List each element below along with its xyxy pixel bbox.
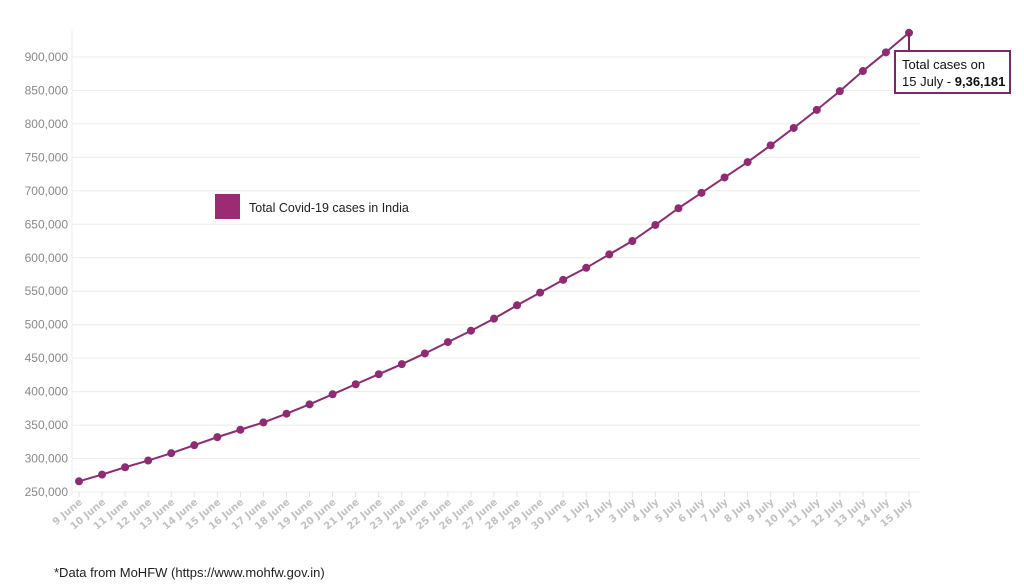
data-point[interactable] — [259, 418, 268, 427]
data-point[interactable] — [858, 67, 867, 76]
legend-label: Total Covid-19 cases in India — [249, 201, 409, 215]
data-point[interactable] — [697, 188, 706, 197]
gridlines — [71, 30, 920, 495]
y-tick-label: 750,000 — [25, 150, 69, 164]
y-tick-label: 500,000 — [25, 318, 69, 332]
data-point[interactable] — [420, 349, 429, 358]
data-point[interactable] — [835, 87, 844, 96]
data-point[interactable] — [190, 441, 199, 450]
data-point[interactable] — [466, 326, 475, 335]
callout-line-2: 15 July - 9,36,181 — [902, 73, 1009, 90]
total-cases-callout: Total cases on 15 July - 9,36,181 — [894, 50, 1011, 94]
series-line — [78, 32, 910, 483]
data-point[interactable] — [789, 123, 798, 132]
data-point[interactable] — [766, 141, 775, 150]
data-point[interactable] — [305, 400, 314, 409]
callout-prefix: 15 July - — [902, 74, 955, 89]
data-point[interactable] — [374, 370, 383, 379]
data-point[interactable] — [628, 237, 637, 246]
y-tick-label: 800,000 — [25, 117, 69, 131]
y-tick-label: 300,000 — [25, 452, 69, 466]
data-point[interactable] — [397, 360, 406, 369]
data-point[interactable] — [559, 275, 568, 284]
y-tick-label: 450,000 — [25, 351, 69, 365]
data-point[interactable] — [98, 470, 107, 479]
y-tick-label: 850,000 — [25, 83, 69, 97]
data-point[interactable] — [743, 158, 752, 167]
series-total-cases — [75, 28, 913, 486]
y-tick-label: 400,000 — [25, 385, 69, 399]
data-point[interactable] — [490, 314, 498, 323]
data-point[interactable] — [720, 173, 729, 182]
data-point[interactable] — [121, 463, 130, 472]
y-tick-label: 650,000 — [25, 217, 69, 231]
y-tick-label: 700,000 — [25, 184, 69, 198]
y-axis: 250,000 300,000 350,000 400,000 450,000 500,0… — [25, 50, 69, 499]
callout-value: 9,36,181 — [954, 74, 1006, 89]
data-point[interactable] — [605, 250, 614, 259]
legend[interactable]: Total Covid-19 cases in India — [215, 194, 409, 219]
data-point[interactable] — [351, 380, 360, 389]
data-point[interactable] — [812, 105, 821, 114]
callout-line-1: Total cases on — [902, 57, 986, 72]
data-point[interactable] — [513, 301, 522, 310]
y-tick-label: 900,000 — [25, 50, 69, 64]
data-point[interactable] — [443, 338, 452, 347]
data-point[interactable] — [328, 390, 337, 399]
y-tick-label: 350,000 — [25, 418, 69, 432]
data-point[interactable] — [236, 425, 245, 434]
data-source-footnote: *Data from MoHFW (https://www.mohfw.gov.… — [54, 565, 325, 580]
data-point[interactable] — [282, 409, 291, 418]
y-tick-label: 550,000 — [25, 284, 69, 298]
legend-swatch — [215, 194, 240, 219]
data-point[interactable] — [213, 433, 222, 442]
data-point[interactable] — [674, 204, 683, 213]
y-tick-label: 600,000 — [25, 251, 69, 265]
data-point[interactable] — [75, 477, 83, 486]
y-tick-label: 250,000 — [25, 485, 69, 499]
data-point[interactable] — [651, 220, 660, 229]
data-point[interactable] — [144, 456, 153, 465]
data-point[interactable] — [582, 263, 591, 272]
data-point[interactable] — [167, 449, 176, 458]
data-point[interactable] — [881, 48, 890, 57]
data-point[interactable] — [536, 288, 545, 297]
